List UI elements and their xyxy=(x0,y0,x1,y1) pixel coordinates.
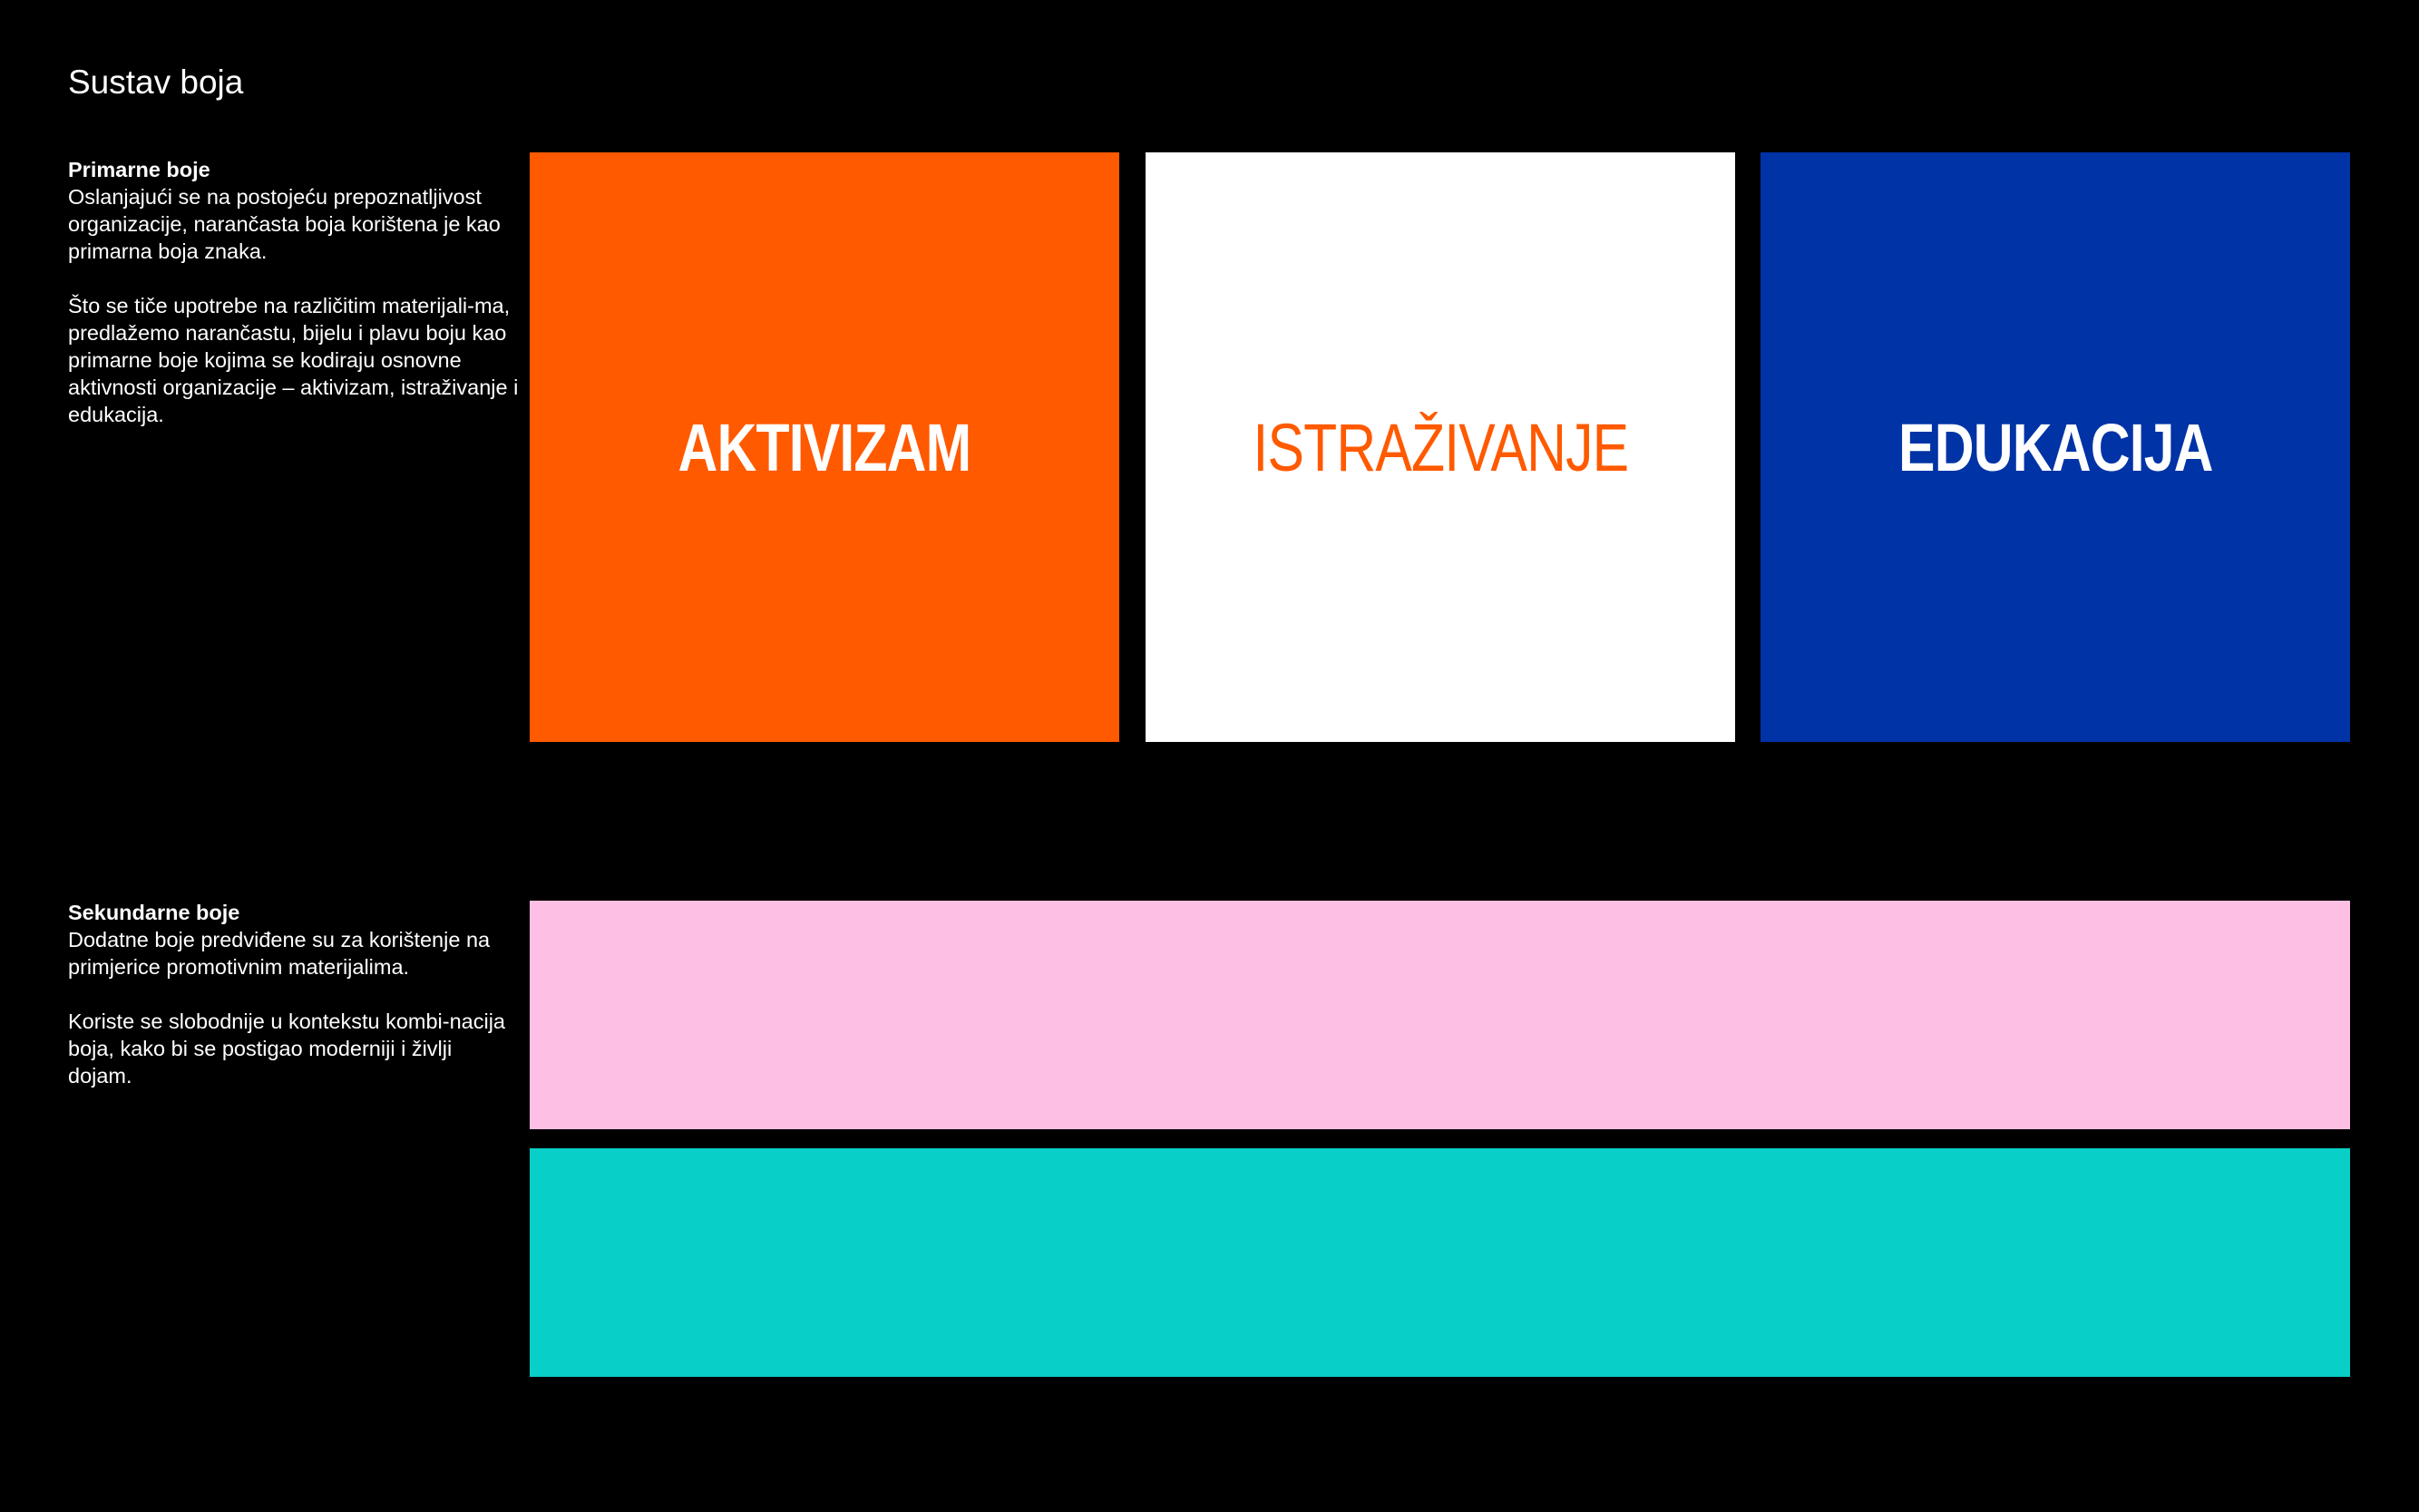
page-title: Sustav boja xyxy=(68,63,244,101)
swatch-label: AKTIVIZAM xyxy=(678,409,972,485)
swatch-pink xyxy=(530,901,2350,1129)
primary-description: Primarne boje Oslanjajući se na postojeć… xyxy=(68,156,522,455)
secondary-paragraph-2: Koriste se slobodnije u kontekstu kombi-… xyxy=(68,1010,506,1088)
swatch-label: EDUKACIJA xyxy=(1897,409,2213,485)
swatch-label: ISTRAŽIVANJE xyxy=(1253,409,1629,485)
secondary-description: Sekundarne boje Dodatne boje predviđene … xyxy=(68,899,522,1117)
swatch-aktivizam: AKTIVIZAM xyxy=(530,152,1119,742)
swatch-teal xyxy=(530,1148,2350,1377)
secondary-paragraph-1: Dodatne boje predviđene su za korištenje… xyxy=(68,928,491,979)
swatch-edukacija: EDUKACIJA xyxy=(1761,152,2350,742)
primary-paragraph-2: Što se tiče upotrebe na različitim mater… xyxy=(68,294,519,426)
swatch-istrazivanje: ISTRAŽIVANJE xyxy=(1146,152,1735,742)
primary-paragraph-1: Oslanjajući se na postojeću prepoznatlji… xyxy=(68,185,501,263)
primary-heading: Primarne boje xyxy=(68,158,210,181)
secondary-heading: Sekundarne boje xyxy=(68,901,240,924)
